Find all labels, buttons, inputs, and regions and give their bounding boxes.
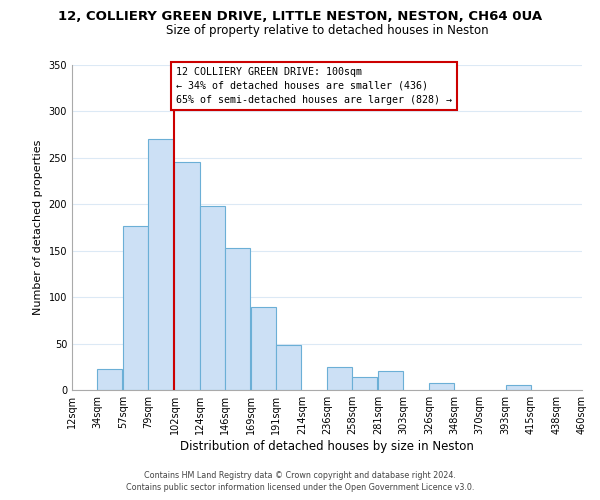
Text: 12 COLLIERY GREEN DRIVE: 100sqm
← 34% of detached houses are smaller (436)
65% o: 12 COLLIERY GREEN DRIVE: 100sqm ← 34% of… <box>176 67 452 105</box>
Bar <box>224 248 250 390</box>
Bar <box>148 140 173 390</box>
Text: Contains HM Land Registry data © Crown copyright and database right 2024.
Contai: Contains HM Land Registry data © Crown c… <box>126 471 474 492</box>
Title: Size of property relative to detached houses in Neston: Size of property relative to detached ho… <box>166 24 488 38</box>
Bar <box>97 368 122 390</box>
Bar <box>123 226 148 390</box>
Bar <box>327 367 352 390</box>
Bar <box>430 382 455 390</box>
Bar <box>251 308 276 390</box>
X-axis label: Distribution of detached houses by size in Neston: Distribution of detached houses by size … <box>180 440 474 453</box>
Bar <box>378 370 403 390</box>
Bar <box>276 346 301 390</box>
Bar <box>199 206 224 390</box>
Y-axis label: Number of detached properties: Number of detached properties <box>33 140 43 315</box>
Bar <box>175 162 199 390</box>
Bar <box>352 377 377 390</box>
Text: 12, COLLIERY GREEN DRIVE, LITTLE NESTON, NESTON, CH64 0UA: 12, COLLIERY GREEN DRIVE, LITTLE NESTON,… <box>58 10 542 23</box>
Bar <box>506 386 531 390</box>
